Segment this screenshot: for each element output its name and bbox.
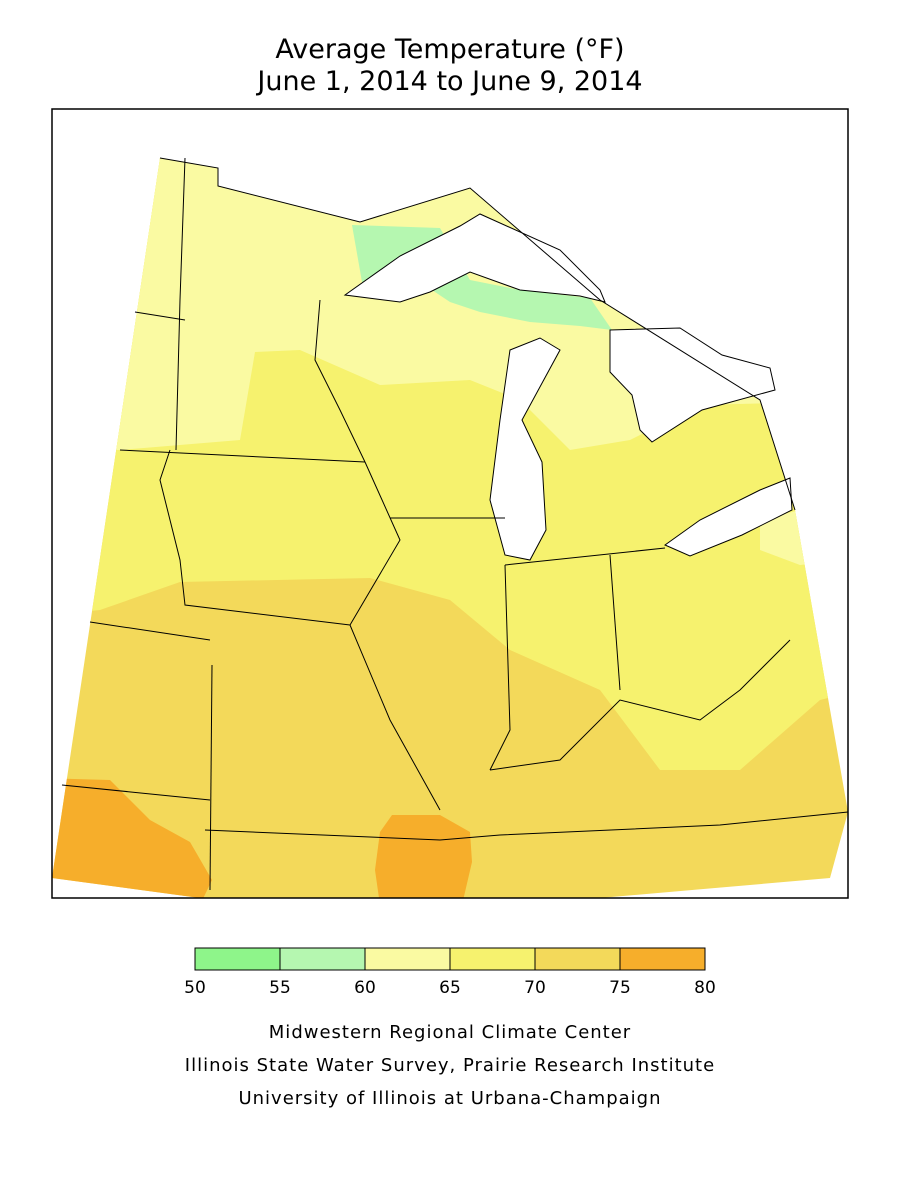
legend-swatch xyxy=(364,947,451,971)
legend: 50 55 60 65 70 75 80 xyxy=(184,947,716,998)
credit: Midwestern Regional Climate Center xyxy=(269,1022,631,1043)
subtitle: June 1, 2014 to June 9, 2014 xyxy=(255,66,642,97)
title: Average Temperature (°F) xyxy=(275,34,624,65)
legend-tick-label: 50 xyxy=(184,978,206,998)
legend-tick-label: 70 xyxy=(524,978,546,998)
lake-huron xyxy=(609,327,776,443)
zone-75-80-west xyxy=(52,778,212,898)
lakes xyxy=(343,213,793,561)
legend-tick-label: 65 xyxy=(439,978,461,998)
legend-swatch xyxy=(449,947,536,971)
legend-swatch xyxy=(619,947,706,971)
lake-superior xyxy=(343,213,606,303)
credit: Illinois State Water Survey, Prairie Res… xyxy=(185,1055,715,1076)
legend-tick-label: 75 xyxy=(609,978,631,998)
state-borders xyxy=(61,157,849,891)
credit: University of Illinois at Urbana-Champai… xyxy=(238,1088,661,1109)
lake-erie xyxy=(663,477,793,557)
legend-swatch xyxy=(279,947,366,971)
legend-tick-label: 80 xyxy=(694,978,716,998)
legend-tick-label: 55 xyxy=(269,978,291,998)
lake-michigan xyxy=(489,337,561,561)
legend-swatch xyxy=(534,947,621,971)
legend-swatch xyxy=(194,947,281,971)
map-frame xyxy=(51,108,849,899)
zone-75-80-south xyxy=(375,815,472,898)
legend-tick-label: 60 xyxy=(354,978,376,998)
